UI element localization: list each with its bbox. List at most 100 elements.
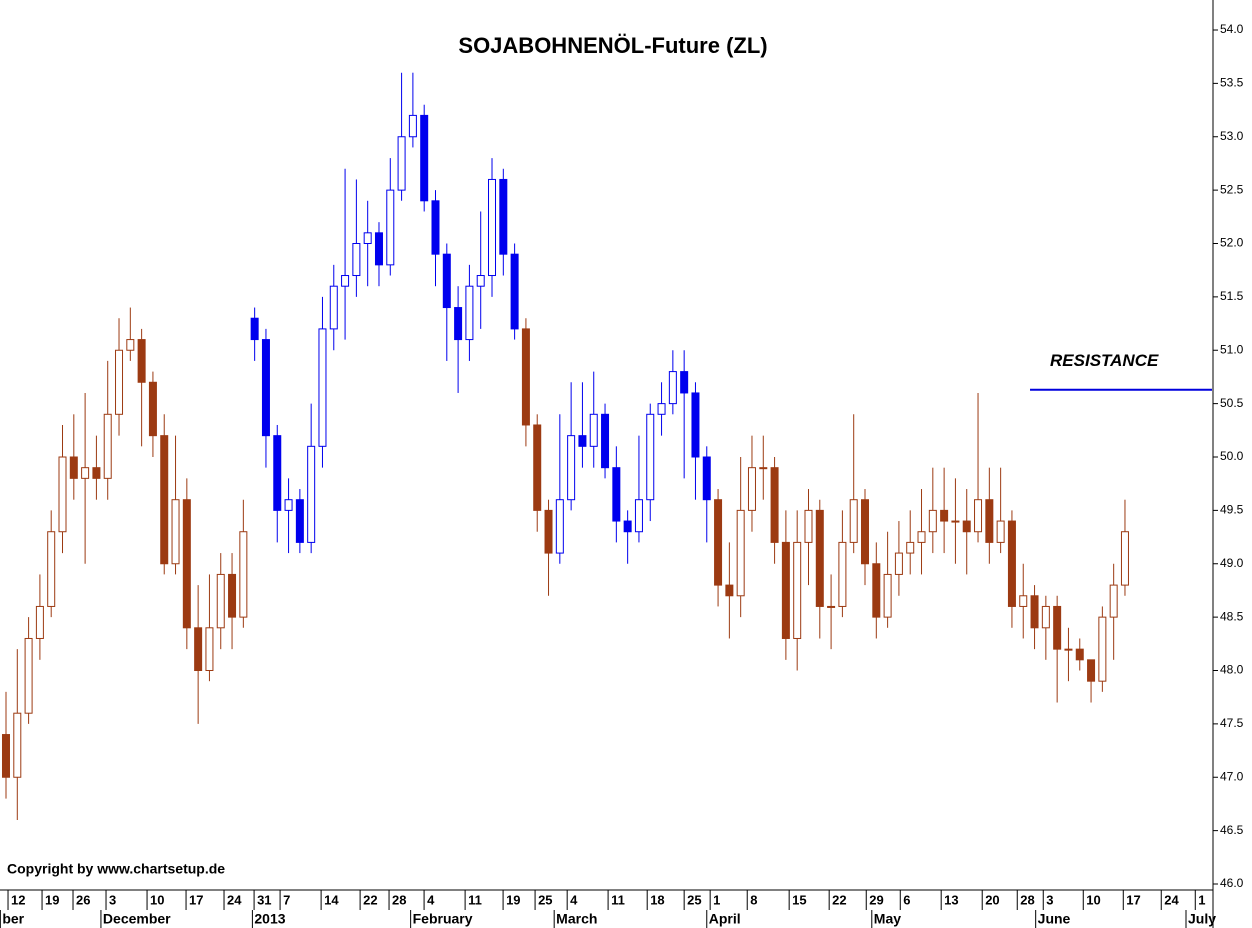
x-tick-label: 26	[76, 892, 90, 907]
x-tick-label: 29	[869, 892, 883, 907]
x-tick-label: 25	[538, 892, 552, 907]
candle-body	[476, 275, 485, 287]
x-tick-label: 25	[687, 892, 701, 907]
x-tick-label: 24	[227, 892, 242, 907]
x-tick-label: 22	[832, 892, 846, 907]
y-tick-label: 46.5	[1220, 823, 1244, 837]
month-label: December	[103, 911, 171, 927]
y-tick-label: 54.0	[1220, 22, 1244, 36]
month-label: May	[874, 911, 901, 927]
candle-body	[770, 467, 779, 543]
y-tick-label: 47.0	[1220, 769, 1244, 783]
y-tick-label: 47.5	[1220, 716, 1244, 730]
candle-body	[533, 424, 542, 511]
chart-title: SOJABOHNENÖL-Future (ZL)	[458, 33, 767, 58]
month-label: February	[413, 911, 473, 927]
x-tick-label: 28	[392, 892, 406, 907]
candle-body	[35, 605, 44, 639]
candle-body	[341, 275, 350, 287]
candle-body	[47, 531, 56, 607]
candle-body	[318, 328, 327, 447]
candle-body	[499, 178, 508, 255]
candle-body	[928, 509, 937, 533]
y-tick-label: 50.0	[1220, 449, 1244, 463]
candle-body	[1053, 605, 1062, 650]
candle-body	[115, 349, 124, 415]
month-label: ber	[2, 911, 24, 927]
x-tick-label: 19	[45, 892, 59, 907]
x-tick-label: 31	[257, 892, 271, 907]
candle-body	[431, 200, 440, 255]
candle-body	[1120, 531, 1129, 586]
candle-body	[250, 317, 259, 341]
candle-body	[1098, 616, 1107, 682]
x-tick-label: 22	[363, 892, 377, 907]
x-tick-label: 11	[468, 892, 482, 907]
candle-body	[555, 499, 564, 554]
y-tick-label: 52.5	[1220, 182, 1244, 196]
month-label: June	[1038, 911, 1071, 927]
candle-body	[24, 637, 33, 714]
month-label: July	[1188, 911, 1216, 927]
x-tick-label: 17	[189, 892, 203, 907]
y-tick-label: 49.0	[1220, 556, 1244, 570]
candle-body	[1064, 648, 1073, 651]
candle-body	[634, 499, 643, 533]
candle-body	[747, 467, 756, 511]
y-tick-label: 48.0	[1220, 663, 1244, 677]
candle-body	[352, 243, 361, 277]
candle-body	[510, 253, 519, 330]
x-tick-label: 28	[1020, 892, 1034, 907]
x-tick-label: 1	[713, 892, 720, 907]
x-tick-label: 4	[427, 892, 435, 907]
candle-body	[691, 392, 700, 458]
candle-body	[894, 552, 903, 575]
x-tick-label: 6	[903, 892, 910, 907]
candle-body	[646, 413, 655, 501]
x-tick-label: 10	[1086, 892, 1100, 907]
y-tick-label: 48.5	[1220, 609, 1244, 623]
y-tick-label: 53.5	[1220, 76, 1244, 90]
candle-body	[239, 531, 248, 618]
candle-body	[917, 531, 926, 543]
candle-body	[521, 328, 530, 426]
y-tick-label: 46.0	[1220, 876, 1244, 890]
candle-body	[1109, 584, 1118, 618]
candle-body	[793, 541, 802, 639]
candle-body	[589, 413, 598, 447]
candle-body	[103, 413, 112, 479]
candle-body	[171, 499, 180, 565]
candle-body	[273, 435, 282, 511]
candle-body	[408, 114, 417, 138]
month-label: 2013	[254, 911, 285, 927]
x-tick-label: 18	[650, 892, 664, 907]
candle-body	[488, 178, 497, 277]
candle-body	[374, 232, 383, 266]
candle-body	[329, 285, 338, 330]
candle-body	[295, 499, 304, 543]
candle-body	[872, 563, 881, 618]
candle-body	[1041, 605, 1050, 629]
candle-body	[725, 584, 734, 597]
x-tick-label: 13	[944, 892, 958, 907]
candle-body	[951, 520, 960, 523]
x-tick-label: 11	[611, 892, 625, 907]
candle-body	[962, 520, 971, 533]
x-tick-label: 7	[283, 892, 290, 907]
x-tick-label: 19	[506, 892, 520, 907]
x-tick-label: 20	[985, 892, 999, 907]
candle-body	[804, 509, 813, 543]
month-label: March	[556, 911, 597, 927]
candle-body	[194, 627, 203, 671]
y-tick-label: 52.0	[1220, 236, 1244, 250]
candle-body	[58, 456, 67, 533]
y-tick-label: 49.5	[1220, 503, 1244, 517]
candle-body	[668, 371, 677, 405]
candle-body	[228, 573, 237, 618]
candle-body	[81, 467, 90, 479]
candle-body	[815, 509, 824, 607]
candle-body	[182, 499, 191, 629]
x-tick-label: 15	[792, 892, 806, 907]
x-tick-label: 3	[1046, 892, 1053, 907]
